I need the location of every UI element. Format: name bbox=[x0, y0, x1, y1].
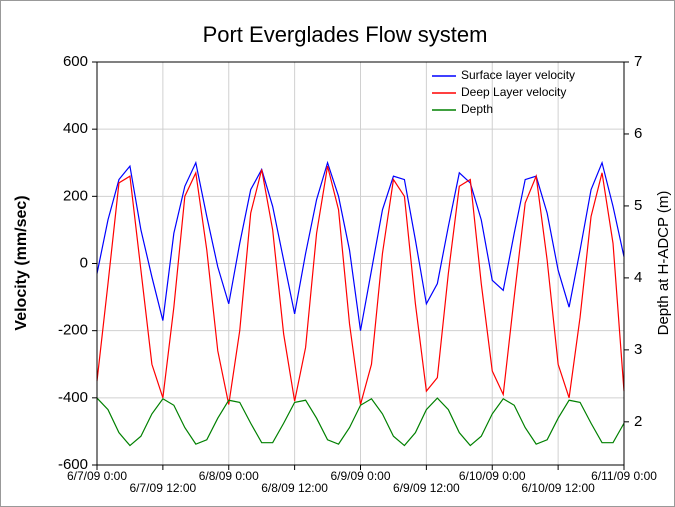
y2-tick-label: 3 bbox=[634, 341, 642, 358]
x-tick-label: 6/9/09 12:00 bbox=[393, 481, 460, 495]
y-tick-label: 600 bbox=[63, 53, 88, 70]
x-tick-label: 6/11/09 0:00 bbox=[591, 469, 657, 483]
x-tick-label: 6/8/09 12:00 bbox=[261, 481, 328, 495]
x-tick-label: 6/7/09 0:00 bbox=[67, 469, 127, 483]
x-tick-label: 6/7/09 12:00 bbox=[130, 481, 197, 495]
y2-tick-label: 6 bbox=[634, 125, 642, 142]
y-tick-label: -200 bbox=[58, 322, 88, 339]
y-tick-label: -600 bbox=[58, 456, 88, 473]
legend-label: Deep Layer velocity bbox=[461, 85, 566, 99]
plot-border bbox=[96, 61, 625, 466]
y-axis-label: Velocity (mm/sec) bbox=[13, 195, 30, 330]
series-line bbox=[96, 165, 625, 405]
x-tick-label: 6/10/09 0:00 bbox=[459, 469, 526, 483]
x-tick-label: 6/8/09 0:00 bbox=[199, 469, 259, 483]
series-line bbox=[96, 397, 625, 447]
y-tick-label: 0 bbox=[80, 254, 88, 271]
x-tick-label: 6/10/09 12:00 bbox=[521, 481, 595, 495]
y2-tick-label: 5 bbox=[634, 197, 642, 214]
y-tick-label: 200 bbox=[63, 187, 88, 204]
y2-tick-label: 4 bbox=[634, 269, 642, 286]
y2-axis-label: Depth at H-ADCP (m) bbox=[655, 191, 672, 336]
y2-tick-label: 7 bbox=[634, 53, 642, 70]
y-tick-label: 400 bbox=[63, 120, 88, 137]
y-tick-label: -400 bbox=[58, 389, 88, 406]
y2-tick-label: 2 bbox=[634, 413, 642, 430]
x-tick-label: 6/9/09 0:00 bbox=[330, 469, 390, 483]
chart-title: Port Everglades Flow system bbox=[203, 22, 488, 47]
legend-label: Depth bbox=[461, 102, 493, 116]
legend-label: Surface layer velocity bbox=[461, 68, 575, 82]
